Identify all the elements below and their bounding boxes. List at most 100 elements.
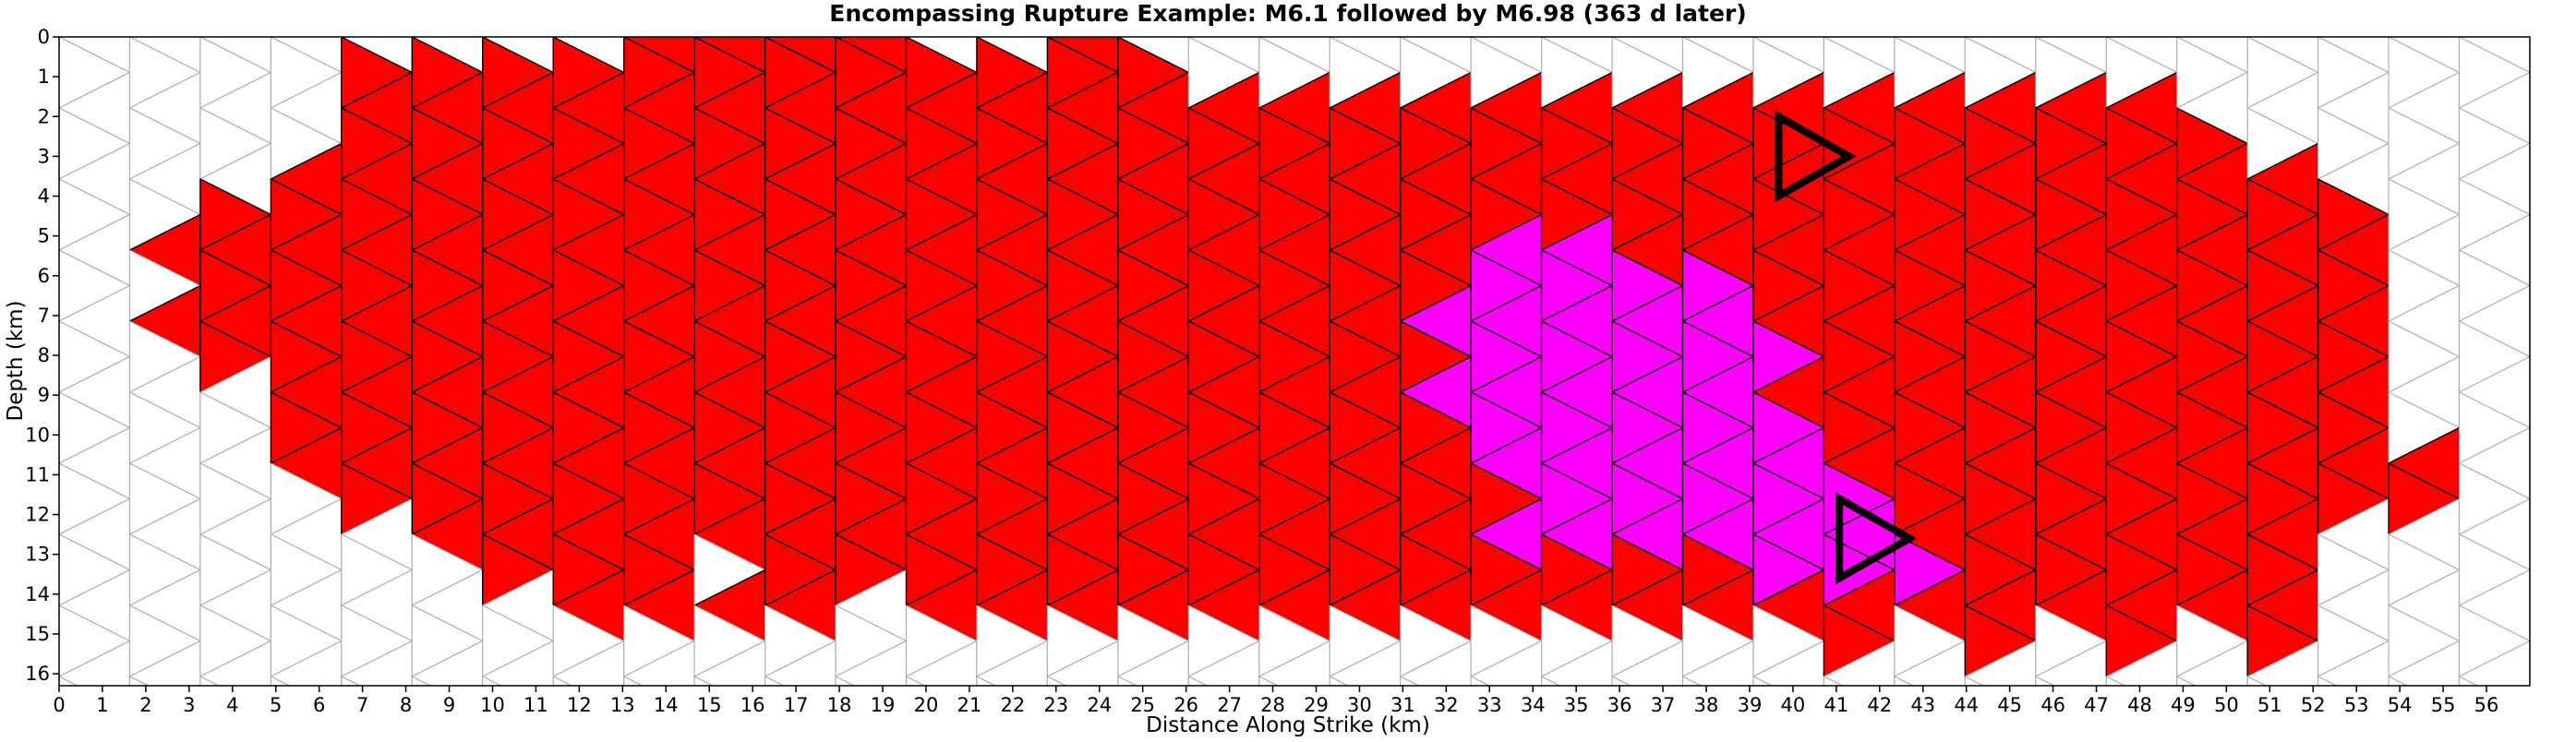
mesh-triangle bbox=[2246, 37, 2249, 38]
mesh-triangle bbox=[482, 37, 485, 38]
y-tick-label: 4 bbox=[38, 186, 50, 208]
y-tick-label: 14 bbox=[25, 583, 50, 605]
mesh-triangle bbox=[128, 37, 131, 38]
mesh-triangle bbox=[1752, 37, 1755, 38]
y-tick-label: 8 bbox=[38, 344, 50, 366]
mesh-triangle bbox=[552, 37, 555, 38]
x-tick-label: 56 bbox=[2474, 694, 2499, 716]
x-tick-label: 47 bbox=[2084, 694, 2109, 716]
x-tick-label: 24 bbox=[1087, 694, 1112, 716]
mesh-triangle bbox=[199, 676, 221, 686]
mesh-triangle bbox=[1540, 676, 1561, 686]
mesh-triangle bbox=[1187, 676, 1209, 686]
mesh-triangle bbox=[59, 37, 61, 38]
x-tick-label: 46 bbox=[2040, 694, 2065, 716]
mesh-triangle bbox=[623, 37, 626, 38]
x-tick-label: 32 bbox=[1434, 694, 1459, 716]
mesh-triangle bbox=[1752, 676, 1774, 686]
x-tick-label: 18 bbox=[827, 694, 852, 716]
x-axis-ticks: 0 1 2 3 4 5 6 7 8 9 10 11 12 13 14 15 16 17 18 19 20 21 22 23 24… bbox=[53, 686, 2498, 716]
x-tick-label: 17 bbox=[784, 694, 809, 716]
x-tick-label: 43 bbox=[1910, 694, 1935, 716]
x-tick-label: 51 bbox=[2257, 694, 2282, 716]
plot-frame bbox=[58, 36, 2531, 687]
mesh-triangle bbox=[270, 37, 272, 38]
mesh-triangle bbox=[764, 37, 766, 38]
mesh-triangle bbox=[2246, 676, 2268, 686]
x-tick-label: 49 bbox=[2171, 694, 2196, 716]
x-tick-label: 6 bbox=[313, 694, 325, 716]
y-tick-label: 7 bbox=[38, 305, 50, 327]
mesh-triangle bbox=[341, 37, 343, 38]
mesh-triangle bbox=[2388, 676, 2409, 686]
x-tick-label: 0 bbox=[53, 694, 65, 716]
x-tick-label: 10 bbox=[480, 694, 505, 716]
x-tick-label: 31 bbox=[1390, 694, 1415, 716]
y-tick-label: 2 bbox=[38, 105, 50, 127]
y-axis-label: Depth (km) bbox=[4, 300, 28, 421]
x-tick-label: 44 bbox=[1954, 694, 1979, 716]
x-tick-label: 29 bbox=[1304, 694, 1329, 716]
x-tick-label: 42 bbox=[1867, 694, 1892, 716]
y-tick-label: 15 bbox=[25, 623, 50, 645]
mesh-triangle bbox=[1964, 37, 1967, 38]
mesh-triangle bbox=[1400, 676, 1420, 686]
mesh-triangle bbox=[2458, 37, 2461, 38]
x-tick-label: 54 bbox=[2388, 694, 2413, 716]
x-tick-label: 7 bbox=[356, 694, 368, 716]
x-tick-label: 50 bbox=[2214, 694, 2239, 716]
x-tick-label: 48 bbox=[2127, 694, 2152, 716]
mesh-triangle bbox=[2176, 676, 2197, 686]
mesh-triangle bbox=[2458, 640, 2530, 686]
x-tick-label: 30 bbox=[1347, 694, 1372, 716]
x-tick-label: 15 bbox=[697, 694, 722, 716]
mesh-triangle bbox=[2317, 676, 2338, 686]
mesh-triangle bbox=[623, 676, 644, 686]
x-tick-label: 2 bbox=[139, 694, 151, 716]
x-tick-label: 21 bbox=[957, 694, 982, 716]
mesh-triangle bbox=[552, 676, 573, 686]
y-tick-label: 6 bbox=[38, 265, 50, 287]
mesh-triangle bbox=[1964, 676, 1985, 686]
mesh-triangle bbox=[2458, 676, 2479, 686]
x-tick-label: 13 bbox=[610, 694, 635, 716]
y-tick-label: 11 bbox=[25, 463, 50, 485]
x-tick-label: 41 bbox=[1824, 694, 1848, 716]
mesh-triangle bbox=[1894, 676, 1915, 686]
mesh-triangle bbox=[2035, 676, 2056, 686]
mesh-triangle bbox=[2035, 37, 2038, 38]
x-tick-label: 14 bbox=[654, 694, 679, 716]
y-tick-label: 12 bbox=[25, 504, 50, 526]
mesh-triangle bbox=[1117, 676, 1138, 686]
mesh-triangle bbox=[128, 676, 150, 686]
mesh-triangle bbox=[1329, 676, 1350, 686]
x-tick-label: 35 bbox=[1564, 694, 1589, 716]
x-tick-label: 9 bbox=[443, 694, 455, 716]
mesh-triangle bbox=[411, 37, 414, 38]
x-tick-label: 27 bbox=[1217, 694, 1242, 716]
mesh-triangle bbox=[1258, 676, 1279, 686]
mesh-triangle bbox=[2176, 37, 2179, 38]
hypocenter-marker bbox=[1836, 492, 1918, 585]
x-tick-label: 20 bbox=[914, 694, 939, 716]
x-tick-label: 34 bbox=[1521, 694, 1546, 716]
x-tick-label: 12 bbox=[567, 694, 592, 716]
hypocenter-marker bbox=[1775, 110, 1857, 203]
x-tick-label: 28 bbox=[1260, 694, 1285, 716]
mesh-triangle bbox=[270, 676, 291, 686]
x-tick-label: 23 bbox=[1043, 694, 1068, 716]
mesh-triangle bbox=[976, 676, 997, 686]
x-tick-label: 3 bbox=[183, 694, 195, 716]
mesh-triangle bbox=[59, 676, 79, 686]
x-tick-label: 4 bbox=[226, 694, 238, 716]
y-tick-label: 13 bbox=[25, 544, 50, 566]
mesh-triangle bbox=[1611, 676, 1632, 686]
x-tick-label: 52 bbox=[2301, 694, 2326, 716]
hypocenter-markers bbox=[1775, 110, 1918, 585]
y-tick-label: 1 bbox=[38, 66, 50, 88]
x-tick-label: 19 bbox=[871, 694, 896, 716]
x-tick-label: 5 bbox=[270, 694, 282, 716]
